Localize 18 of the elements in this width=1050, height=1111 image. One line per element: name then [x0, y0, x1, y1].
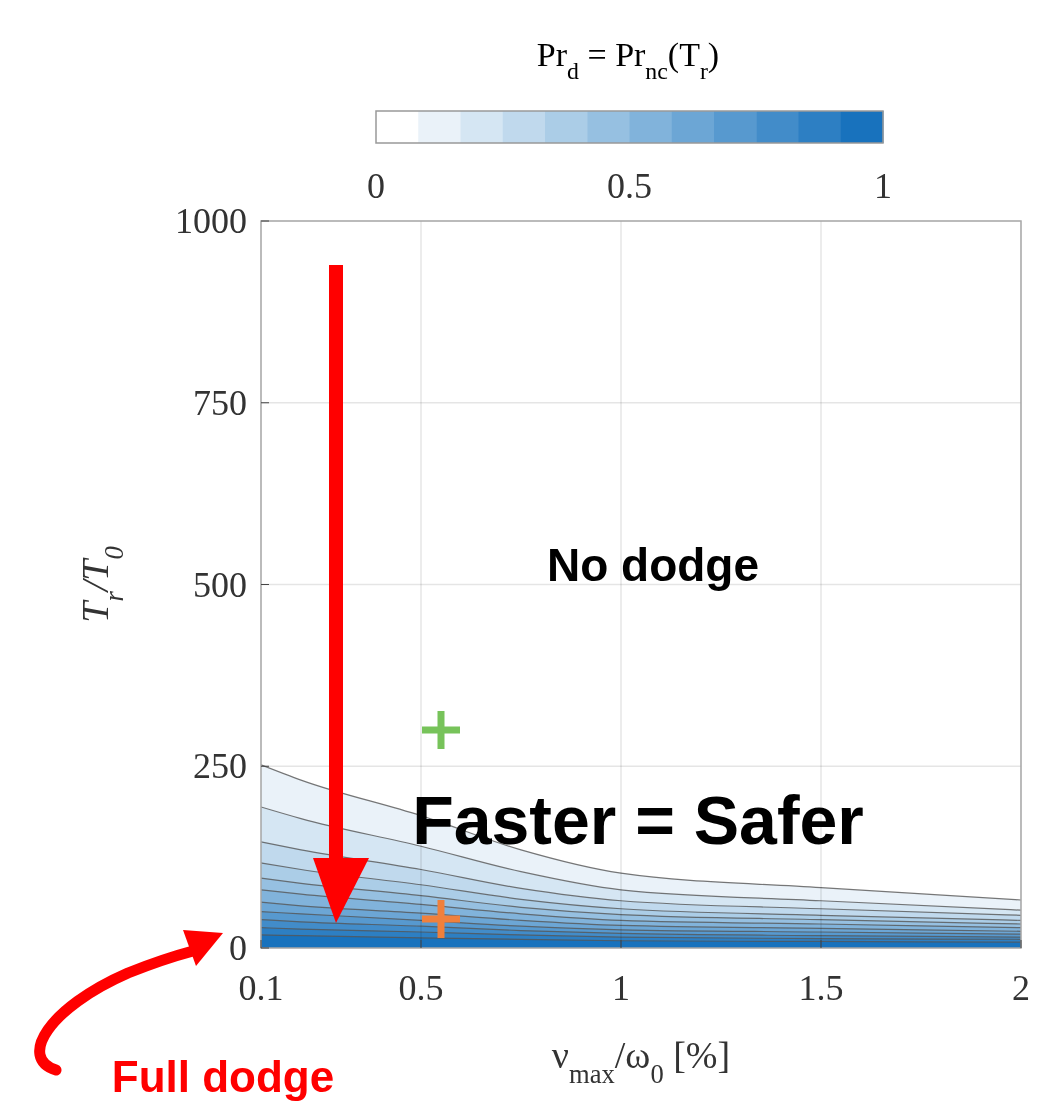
x-tick-label: 0.5 [398, 968, 444, 1008]
x-tick-label: 2 [1012, 968, 1030, 1008]
color-bar-title: Pr$_{d}$ = Pr$_{nc}$(T$_{r}$) [536, 36, 720, 84]
y-tick-label: 500 [193, 564, 247, 605]
y-tick-label: 1000 [175, 201, 247, 241]
text: Full dodge [111, 1052, 335, 1101]
x-tick-label: 1.5 [798, 968, 844, 1008]
annotation: No dodge [546, 539, 760, 591]
color-bar-label: 1 [874, 166, 892, 206]
x-tick-label: 0.1 [238, 968, 284, 1008]
color-bar-label: 0 [367, 166, 385, 206]
color-bar-label: 0.5 [607, 166, 652, 206]
annotation: Faster = Safer [412, 782, 864, 858]
y-tick-label: 750 [193, 382, 247, 423]
y-tick-label: 0 [229, 928, 247, 968]
x-axis-title: ν$_{max}$/ω$_{0}$ [%] [551, 1034, 731, 1089]
x-tick-label: 1 [612, 968, 630, 1008]
y-tick-label: 250 [193, 746, 247, 787]
